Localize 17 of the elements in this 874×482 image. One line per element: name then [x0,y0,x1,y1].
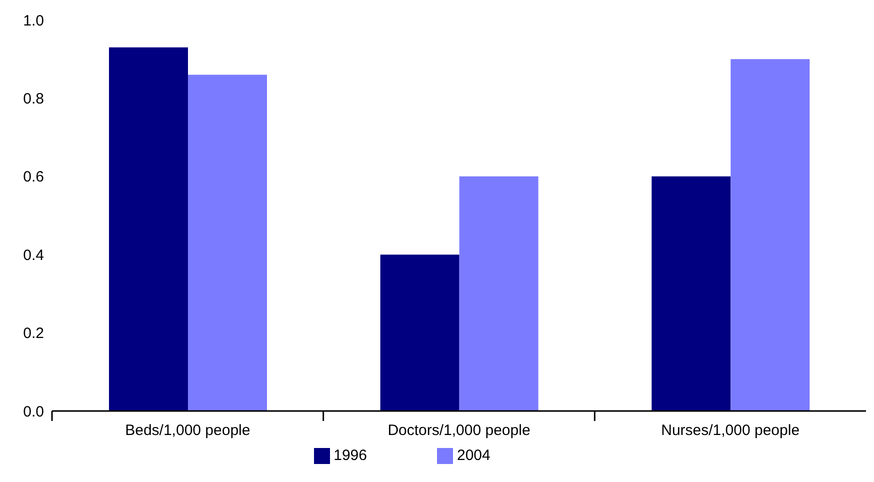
bar [459,176,538,411]
legend-label: 2004 [457,446,490,464]
x-tick-label: Beds/1,000 people [125,422,250,439]
y-tick-label: 0.4 [23,246,44,264]
bar [188,74,267,411]
y-tick-label: 0.6 [23,168,44,186]
legend-label: 1996 [334,446,367,464]
y-tick-label: 1.0 [23,12,44,30]
x-tick-label: Nurses/1,000 people [661,422,800,439]
bar [730,59,810,411]
y-tick-label: 0.0 [23,403,44,420]
bar [108,47,188,411]
y-tick-label: 0.8 [23,90,44,108]
bar [380,254,460,411]
bar [652,176,731,411]
y-tick-label: 0.2 [23,325,44,342]
x-tick-label: Doctors/1,000 people [388,422,530,439]
